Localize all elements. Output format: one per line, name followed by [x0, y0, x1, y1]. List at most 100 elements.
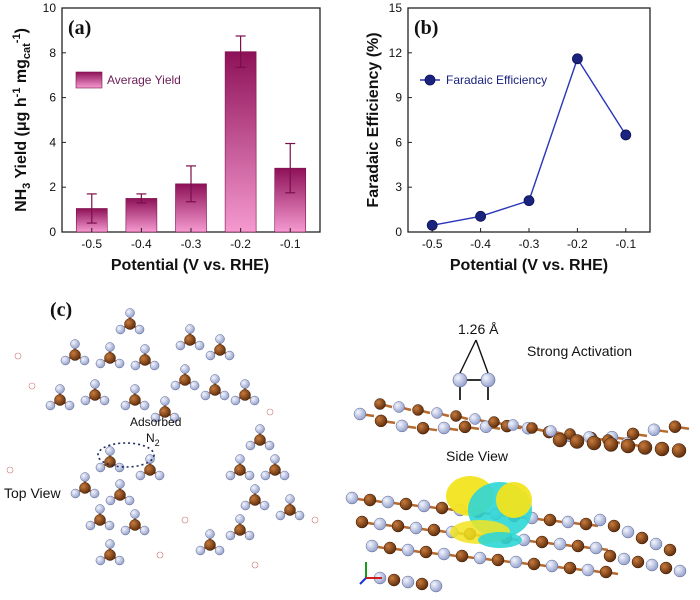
sheet-atom	[561, 515, 575, 529]
nitrogen-atom	[169, 412, 180, 423]
nitrogen-atom	[45, 400, 56, 411]
sheet-atom	[599, 565, 613, 579]
sheet-atom	[353, 407, 367, 421]
nitrogen-atom	[105, 495, 116, 506]
sheet-atom	[469, 413, 481, 425]
hydrogen-atom	[14, 352, 22, 360]
nitrogen-atom	[235, 454, 245, 464]
panel-a-label: (a)	[68, 17, 91, 39]
y-tick-label-0: 0	[49, 225, 56, 239]
nitrogen-atom	[249, 395, 260, 406]
sheet-atom	[617, 552, 631, 566]
adsorbed-n2-side-molecule	[452, 339, 496, 400]
nitrogen-atom	[55, 384, 65, 394]
sheet-atom	[417, 499, 431, 513]
sheet-atom	[603, 437, 619, 452]
nitrogen-atom	[149, 360, 160, 371]
x-tick-label--0.3: -0.3	[181, 237, 202, 251]
nitrogen-atom	[185, 324, 195, 334]
sheet-atom	[374, 414, 388, 428]
sheet-atom	[571, 539, 585, 553]
bond-length-label: 1.26 Å	[458, 321, 499, 337]
boron-atom	[249, 494, 261, 506]
nitrogen-atom	[105, 342, 115, 352]
hydrogen-atom	[28, 382, 36, 390]
nitrogen-atom	[235, 514, 245, 524]
nitrogen-atom	[294, 510, 305, 521]
nitrogen-atom	[259, 500, 270, 511]
sheet-atom	[626, 427, 640, 441]
nitrogen-atom	[95, 358, 106, 369]
nitrogen-atom	[275, 510, 286, 521]
boron-atom	[114, 489, 126, 501]
x-tick-label-b--0.2: -0.2	[567, 237, 588, 251]
sheet-atom	[553, 537, 567, 551]
y-tick-label-b-0: 0	[395, 225, 402, 239]
sheet-atom	[435, 501, 449, 515]
hydrogen-atom	[6, 466, 14, 474]
sheet-atom	[399, 497, 413, 511]
top-view-lattice-illustration	[6, 308, 319, 569]
nitrogen-atom	[215, 334, 225, 344]
y-tick-label-6: 6	[49, 91, 56, 105]
nitrogen-atom	[60, 355, 71, 366]
x-tick-label--0.5: -0.5	[81, 237, 102, 251]
boron-atom	[144, 464, 156, 476]
nitrogen-atom	[114, 555, 125, 566]
sheet-atom	[395, 419, 409, 433]
nitrogen-atom	[154, 470, 165, 481]
panel-b-y-axis-title: Faradaic Efficiency (%)	[365, 32, 382, 207]
sheet-atom	[365, 539, 379, 553]
bond-length-pointer-left	[459, 339, 477, 374]
panel-a-y-axis-title: NH3 Yield (μg h-1 mgcat-1)	[11, 28, 33, 212]
sheet-atom	[620, 438, 636, 454]
sheet-atom	[391, 519, 405, 533]
adsorbed-n2-dashed-circle	[97, 442, 155, 468]
x-tick-label-b--0.1: -0.1	[615, 237, 636, 251]
nitrogen-atom	[125, 308, 135, 318]
charge-density-cyan	[478, 532, 522, 548]
y-tick-label-b-6: 6	[395, 135, 402, 149]
nitrogen-atom	[175, 340, 186, 351]
data-point--0.3	[523, 195, 535, 207]
sheet-atom	[527, 557, 541, 571]
nitrogen-atom	[115, 479, 125, 489]
sheet-atom	[545, 559, 559, 573]
nitrogen-atom	[195, 545, 206, 556]
nitrogen-atom	[79, 355, 90, 366]
nitrogen-atom	[264, 440, 275, 451]
nitrogen-atom	[120, 400, 131, 411]
nitrogen-atom	[205, 350, 216, 361]
panel-b-label: (b)	[414, 17, 438, 39]
sheet-atom	[663, 543, 677, 557]
sheet-atom	[586, 435, 602, 451]
sheet-atom	[563, 561, 577, 575]
boron-atom	[204, 539, 216, 551]
nitrogen-atom	[244, 530, 255, 541]
panel-c-label: (c)	[50, 299, 72, 321]
boron-atom	[234, 464, 246, 476]
sheet-atom	[412, 404, 424, 416]
nitrogen-atom	[120, 525, 131, 536]
nitrogen-atom	[194, 340, 205, 351]
nitrogen-atom	[244, 470, 255, 481]
sheet-atom	[637, 440, 653, 455]
nitrogen-atom	[240, 379, 250, 389]
nitrogen-atom	[95, 504, 105, 514]
boron-atom	[94, 514, 106, 526]
sheet-atom	[355, 515, 369, 529]
n2-label: N2	[146, 431, 160, 448]
sheet-atom	[437, 547, 451, 561]
nitrogen-atom	[224, 350, 235, 361]
sheet-atom	[649, 537, 663, 551]
nitrogen-atom	[230, 395, 241, 406]
nitrogen-atom	[225, 530, 236, 541]
nitrogen-atom	[114, 462, 125, 473]
sheet-atom	[673, 564, 687, 578]
sheet-atom	[381, 495, 395, 509]
nitrogen-atom	[85, 520, 96, 531]
sheet-atom	[473, 551, 487, 565]
boron-atom	[79, 482, 91, 494]
hydrogen-atom	[156, 551, 164, 559]
x-tick-label-b--0.3: -0.3	[519, 237, 540, 251]
